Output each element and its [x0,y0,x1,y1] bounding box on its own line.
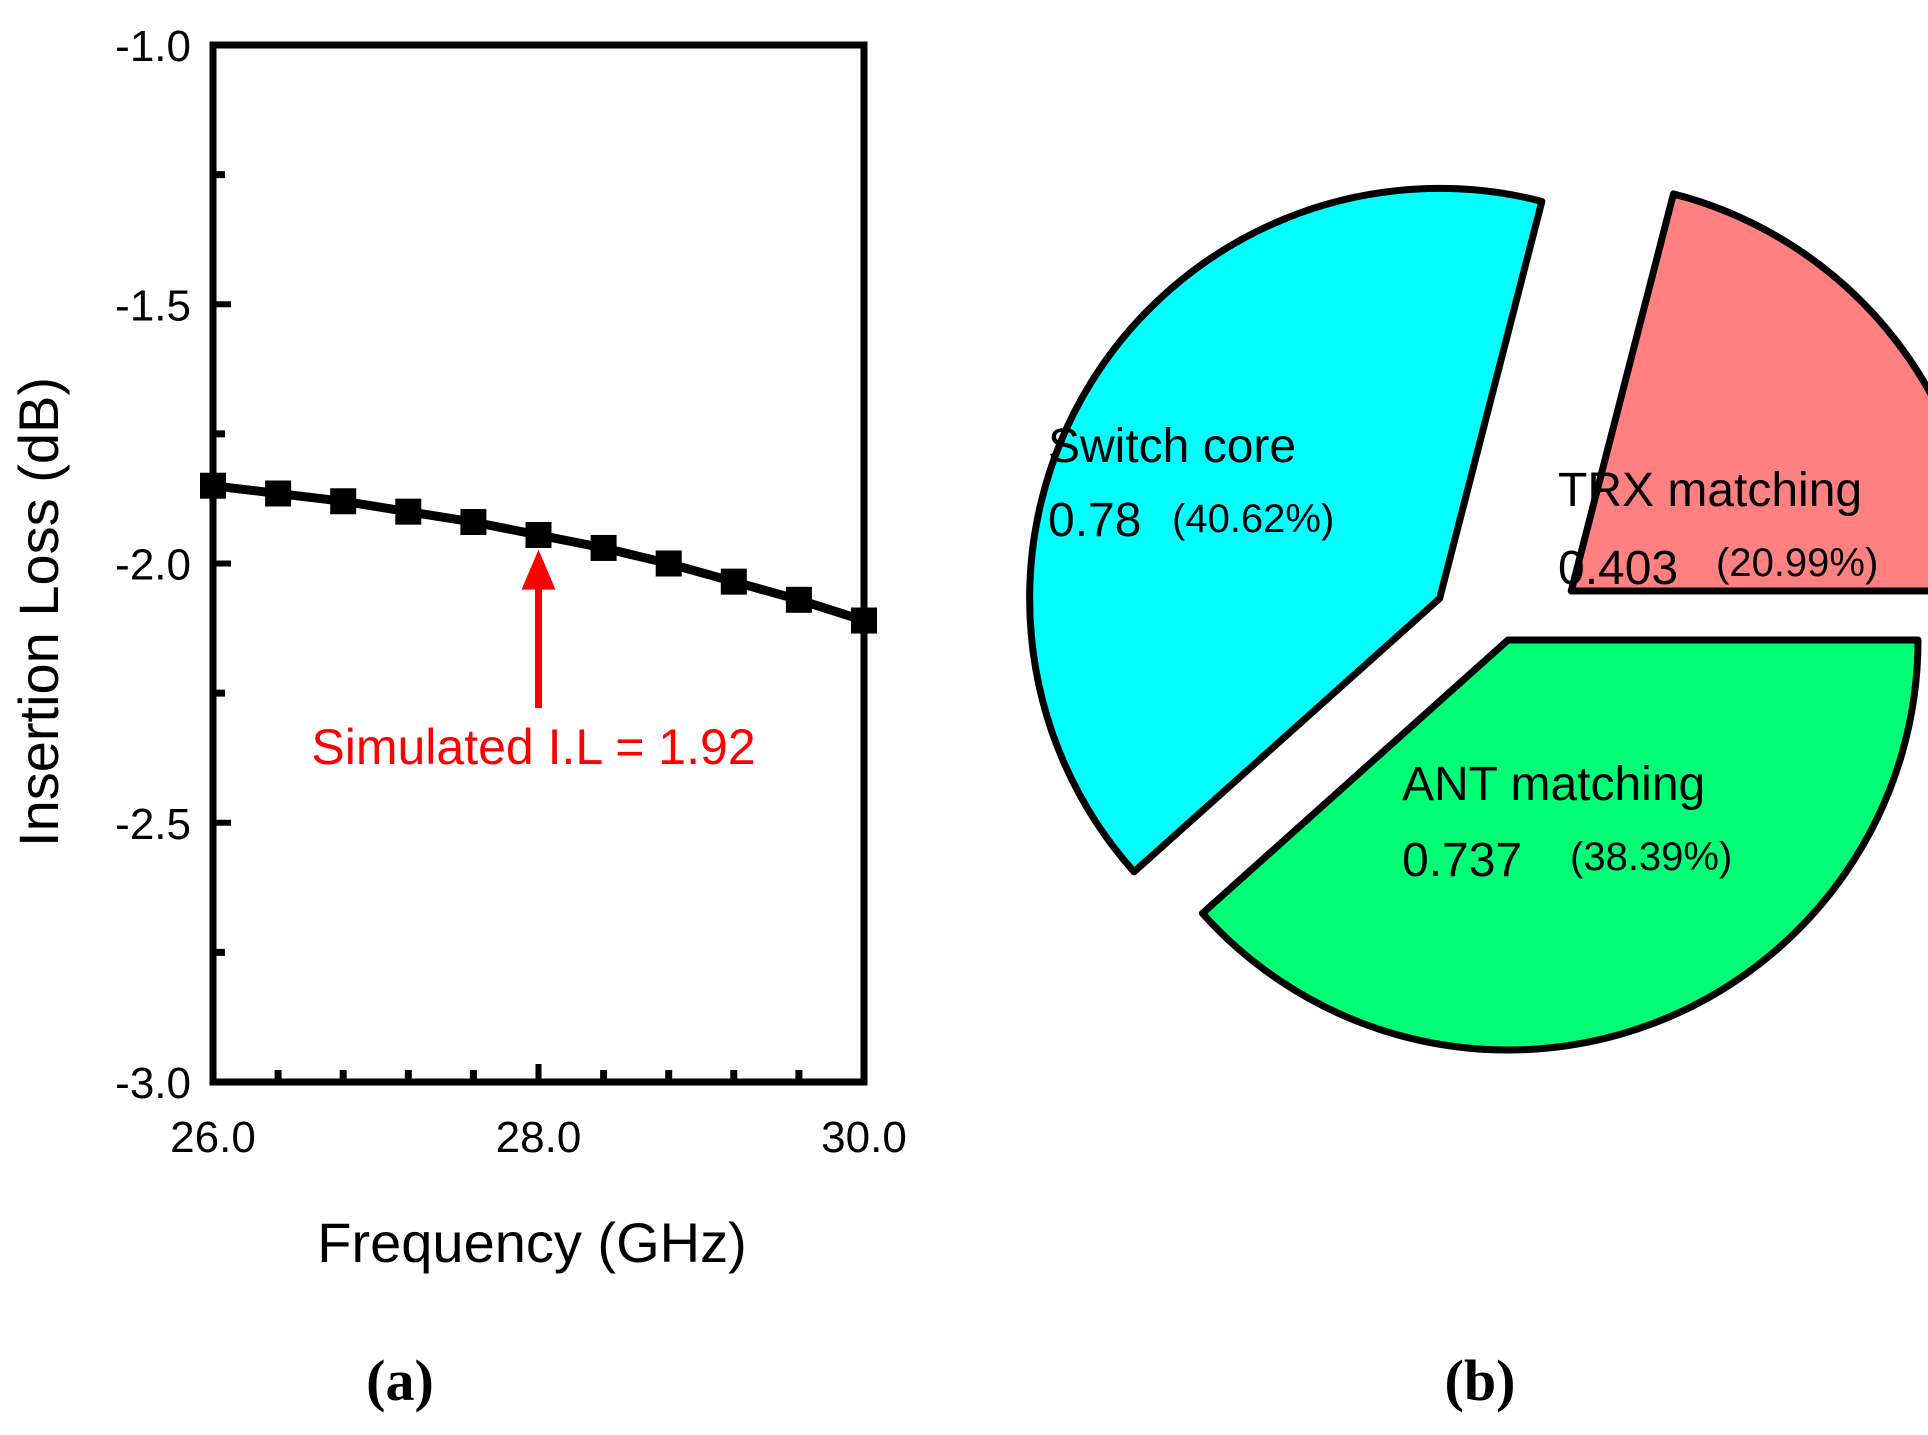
slice-label-ant-matching: ANT matching 0.737 (38.39%) [1402,758,1732,887]
slice-value: 0.78 [1048,494,1141,547]
slice-label-switch-core: Switch core 0.78 (40.62%) [1048,420,1334,547]
data-point [590,534,617,561]
slice-label-trx-matching: TRX matching 0.403 (20.99%) [1558,464,1878,595]
y-axis-tick-labels: -1.0 -1.5 -2.0 -2.5 -3.0 [115,22,191,1108]
loss-breakdown-pie: Switch core 0.78 (40.62%) TRX matching 0… [1026,184,1928,1413]
y-tick-label: -1.0 [115,22,191,71]
insertion-loss-chart: 26.0 28.0 30.0 -1.0 -1.5 -2.0 -2.5 -3.0 Simula… [7,22,907,1413]
data-point [330,488,357,515]
data-point [720,568,747,595]
data-point [785,586,812,613]
slice-name: Switch core [1048,420,1296,473]
plot-frame [209,41,868,1086]
y-axis-title: Insertion Loss (dB) [7,377,70,847]
panel-label-b: (b) [1445,1348,1516,1413]
y-tick-label: -2.5 [115,800,191,849]
x-axis-tick-labels: 26.0 28.0 30.0 [170,1113,907,1162]
x-axis-title: Frequency (GHz) [317,1211,746,1274]
x-tick-label: 30.0 [821,1113,907,1162]
panel-label-a: (a) [366,1348,434,1413]
slice-percent: (20.99%) [1716,541,1878,585]
x-tick-label: 26.0 [170,1113,256,1162]
data-point [395,498,422,525]
annotation-arrow-head [521,549,556,590]
pie-slice-trx-matching [1567,190,1928,595]
y-tick-label: -2.0 [115,541,191,590]
data-point [655,550,682,577]
data-point [525,521,552,548]
slice-value: 0.737 [1402,834,1522,887]
x-tick-label: 28.0 [496,1113,582,1162]
annotation-text: Simulated I.L = 1.92 [311,719,755,775]
pie-slices [1026,184,1928,1054]
y-tick-label: -3.0 [115,1059,191,1108]
slice-percent: (40.62%) [1172,497,1334,541]
slice-name: ANT matching [1402,758,1705,811]
slice-value: 0.403 [1558,542,1678,595]
data-point [265,480,292,507]
pie-slice-switch-core [1026,184,1546,876]
slice-name: TRX matching [1558,464,1862,517]
slice-percent: (38.39%) [1570,835,1732,879]
data-point [460,509,487,536]
pie-slice-ant-matching [1198,636,1922,1054]
annotation-simulated-il: Simulated I.L = 1.92 [311,549,756,775]
y-tick-label: -1.5 [115,281,191,330]
